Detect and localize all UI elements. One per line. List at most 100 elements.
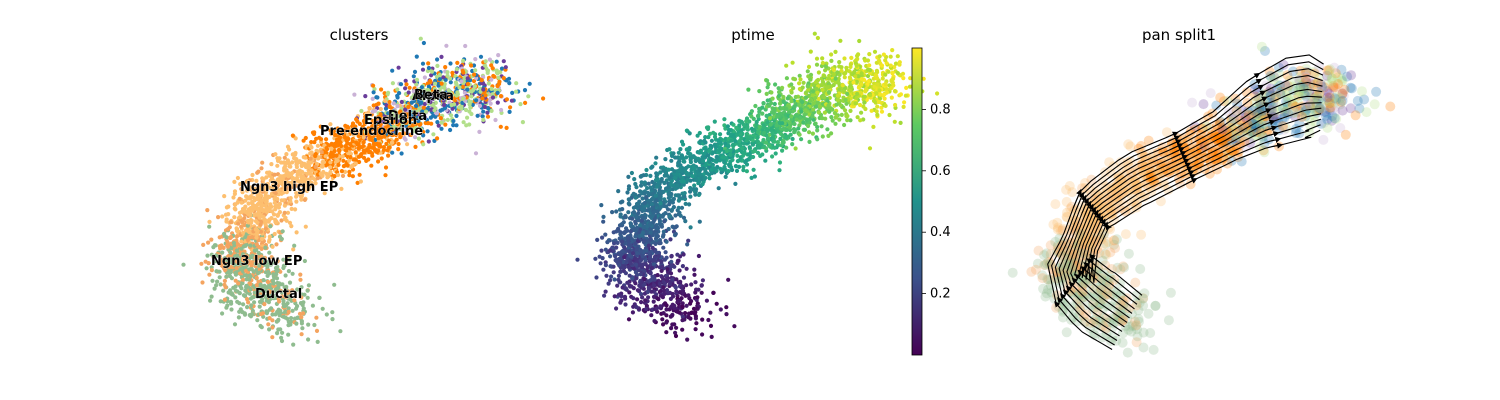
cell-point: [287, 280, 293, 285]
cell-point: [473, 57, 478, 62]
cell-point: [204, 266, 209, 271]
cell-point: [801, 80, 806, 85]
cell-point: [652, 277, 657, 282]
cell-point: [206, 240, 211, 245]
cell-point: [504, 97, 509, 102]
cell-point: [689, 282, 694, 287]
cell-point: [329, 179, 334, 184]
cell-point: [855, 53, 860, 59]
cell-point: [282, 155, 287, 160]
cell-point: [688, 194, 693, 199]
cell-point: [459, 79, 464, 84]
cell-point: [285, 159, 291, 164]
cell-point: [429, 73, 434, 78]
cell-point: [648, 207, 653, 212]
cell-point: [445, 73, 450, 78]
cell-point: [615, 283, 620, 288]
cell-point: [376, 159, 381, 164]
cell-point: [520, 120, 526, 125]
cell-point: [269, 306, 274, 311]
cell-point: [522, 88, 528, 93]
cell-point: [426, 61, 431, 66]
cell-point: [788, 132, 793, 137]
cell-point: [722, 160, 727, 165]
cell-point: [668, 214, 673, 219]
cell-point: [897, 60, 902, 65]
cell-point: [670, 277, 675, 282]
cell-point: [661, 322, 666, 327]
cell-point: [300, 326, 305, 331]
cell-point: [875, 104, 880, 109]
cell-point: [815, 137, 820, 142]
cell-point: [294, 194, 299, 199]
cell-point: [265, 273, 270, 278]
cell-point: [275, 213, 280, 218]
cell-point: [679, 296, 684, 301]
cell-point: [357, 172, 362, 177]
cell-point: [199, 261, 204, 266]
cell-point: [725, 124, 731, 129]
cell-point: [435, 63, 440, 68]
cell-point: [462, 90, 467, 95]
cell-point: [895, 54, 900, 59]
cell-point: [284, 152, 289, 157]
cell-point: [276, 282, 281, 287]
cell-point: [646, 181, 651, 186]
cell-point: [266, 322, 271, 327]
cell-point: [275, 163, 280, 168]
cell-point: [839, 112, 844, 117]
cell-point: [733, 164, 739, 169]
cell-point: [874, 91, 879, 96]
cell-point: [420, 67, 426, 72]
cell-point: [429, 69, 435, 74]
cell-point: [352, 157, 357, 162]
cell-point: [254, 235, 259, 240]
cell-point: [717, 149, 722, 154]
cell-point: [224, 274, 229, 279]
cell-point: [633, 281, 638, 286]
cell-point: [226, 270, 231, 275]
cell-point: [263, 245, 268, 250]
cell-point: [765, 98, 770, 103]
cell-point: [622, 245, 627, 250]
cell-point: [765, 78, 770, 83]
cell-point: [738, 143, 743, 148]
cell-point: [890, 48, 895, 53]
cell-point: [396, 65, 401, 70]
cell-point: [313, 164, 318, 169]
cell-point: [820, 116, 825, 121]
cell-point: [237, 301, 242, 306]
cell-point: [770, 154, 775, 159]
cell-point: [798, 77, 803, 82]
cell-point: [448, 61, 453, 66]
cell-point: [614, 306, 619, 311]
cell-point: [876, 99, 882, 105]
cell-point: [663, 157, 668, 162]
cell-point: [820, 134, 825, 139]
cell-point: [275, 268, 280, 273]
cell-point: [284, 218, 289, 223]
cell-point: [705, 126, 711, 132]
cell-point: [469, 94, 474, 99]
cell-point: [503, 65, 508, 70]
cell-point: [280, 282, 285, 287]
cell-point: [609, 274, 614, 279]
cell-point: [845, 118, 850, 123]
cell-point: [647, 214, 653, 219]
cell-point: [332, 148, 337, 154]
cell-point: [337, 139, 342, 144]
cell-point: [711, 290, 716, 295]
cell-point: [887, 112, 892, 118]
cell-point: [701, 159, 706, 164]
cell-point: [355, 180, 360, 185]
cell-point: [336, 147, 342, 152]
cell-point: [890, 70, 895, 75]
cell-point: [403, 78, 408, 83]
cell-point: [880, 76, 885, 81]
cell-point: [480, 96, 485, 101]
cell-point: [479, 78, 484, 83]
cell-point: [439, 81, 444, 86]
cell-point: [232, 179, 237, 184]
cell-point: [245, 185, 250, 190]
cell-point: [702, 176, 707, 182]
